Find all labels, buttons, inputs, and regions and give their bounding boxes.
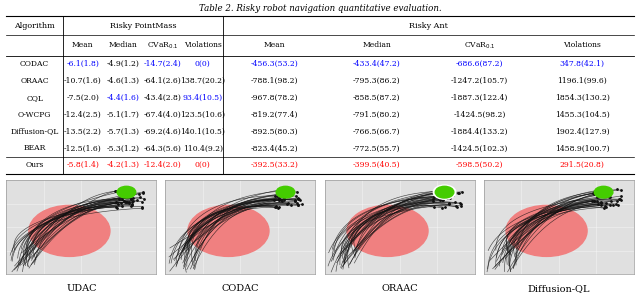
Text: -772.5(55.7): -772.5(55.7) [353,144,401,152]
Text: -433.4(47.2): -433.4(47.2) [353,60,401,68]
Circle shape [117,186,136,198]
Text: -1884.4(133.2): -1884.4(133.2) [451,127,508,135]
Text: -392.5(33.2): -392.5(33.2) [250,161,298,169]
Text: Risky PointMass: Risky PointMass [109,22,176,30]
Text: O-WCPG: O-WCPG [18,111,51,119]
Text: -12.4(2.5): -12.4(2.5) [64,111,102,119]
Text: Median: Median [362,42,391,50]
Text: -456.3(53.2): -456.3(53.2) [250,60,298,68]
Text: Violations: Violations [184,42,221,50]
Text: Ours: Ours [26,161,44,169]
Text: -819.2(77.4): -819.2(77.4) [250,111,298,119]
Text: Diffusion-QL: Diffusion-QL [527,284,590,293]
Text: UDAC: UDAC [66,284,97,293]
Text: -69.2(4.6): -69.2(4.6) [144,127,182,135]
Text: 291.5(20.8): 291.5(20.8) [560,161,605,169]
Text: CVaR$_{0.1}$: CVaR$_{0.1}$ [464,40,495,51]
Text: 1854.3(130.2): 1854.3(130.2) [555,94,610,102]
Text: -4.2(1.3): -4.2(1.3) [106,161,140,169]
Text: BEAR: BEAR [24,144,46,152]
Text: -399.5(40.5): -399.5(40.5) [353,161,401,169]
Text: 138.7(20.2): 138.7(20.2) [180,77,225,85]
Circle shape [347,205,428,256]
Text: Diffusion-QL: Diffusion-QL [10,127,59,135]
Text: Violations: Violations [563,42,601,50]
Text: -10.7(1.6): -10.7(1.6) [64,77,102,85]
Text: -43.4(2.8): -43.4(2.8) [144,94,182,102]
Text: Algorithm: Algorithm [14,22,55,30]
Text: -13.5(2.2): -13.5(2.2) [64,127,102,135]
Text: -5.3(1.2): -5.3(1.2) [106,144,140,152]
Text: ORAAC: ORAAC [381,284,418,293]
Text: -795.3(86.2): -795.3(86.2) [353,77,401,85]
Text: 347.8(42.1): 347.8(42.1) [560,60,605,68]
Text: -892.5(80.3): -892.5(80.3) [250,127,298,135]
Text: Mean: Mean [72,42,93,50]
Circle shape [595,186,613,198]
Text: -823.4(45.2): -823.4(45.2) [250,144,298,152]
Text: 123.5(10.6): 123.5(10.6) [180,111,225,119]
Text: Table 2. Risky robot navigation quantitative evaluation.: Table 2. Risky robot navigation quantita… [198,4,442,13]
Text: -6.1(1.8): -6.1(1.8) [67,60,99,68]
Text: -67.4(4.0): -67.4(4.0) [144,111,182,119]
Text: -766.5(66.7): -766.5(66.7) [353,127,401,135]
Text: -64.3(5.6): -64.3(5.6) [144,144,182,152]
Text: -791.5(80.2): -791.5(80.2) [353,111,401,119]
Text: -4.9(1.2): -4.9(1.2) [106,60,140,68]
Text: Mean: Mean [263,42,285,50]
Text: 0(0): 0(0) [195,161,211,169]
Text: -686.6(87.2): -686.6(87.2) [456,60,503,68]
Text: CVaR$_{0.1}$: CVaR$_{0.1}$ [147,40,179,51]
Text: ORAAC: ORAAC [20,77,49,85]
Circle shape [433,185,456,199]
Text: 93.4(10.5): 93.4(10.5) [183,94,223,102]
Text: -4.4(1.6): -4.4(1.6) [106,94,140,102]
Text: CODAC: CODAC [221,284,259,293]
Text: -5.8(1.4): -5.8(1.4) [67,161,99,169]
Text: CODAC: CODAC [20,60,49,68]
Text: 1902.4(127.9): 1902.4(127.9) [555,127,609,135]
Circle shape [506,205,587,256]
Text: 1458.9(100.7): 1458.9(100.7) [555,144,609,152]
Text: 1455.3(104.5): 1455.3(104.5) [555,111,610,119]
Text: 0(0): 0(0) [195,60,211,68]
Circle shape [435,186,454,198]
Text: CQL: CQL [26,94,43,102]
Text: -12.5(1.6): -12.5(1.6) [64,144,102,152]
Circle shape [276,186,295,198]
Text: Risky Ant: Risky Ant [409,22,447,30]
Circle shape [188,205,269,256]
Text: -12.4(2.0): -12.4(2.0) [144,161,182,169]
Text: 1196.1(99.6): 1196.1(99.6) [557,77,607,85]
Text: -967.8(78.2): -967.8(78.2) [250,94,298,102]
Text: 110.4(9.2): 110.4(9.2) [183,144,223,152]
Text: -4.6(1.3): -4.6(1.3) [106,77,140,85]
Text: 140.1(10.5): 140.1(10.5) [180,127,225,135]
Text: -1424.5(102.3): -1424.5(102.3) [451,144,508,152]
Text: -64.1(2.6): -64.1(2.6) [144,77,182,85]
Text: -14.7(2.4): -14.7(2.4) [144,60,182,68]
Text: -598.5(50.2): -598.5(50.2) [456,161,503,169]
Circle shape [29,205,110,256]
Text: -788.1(98.2): -788.1(98.2) [250,77,298,85]
Text: -1424.5(98.2): -1424.5(98.2) [453,111,506,119]
Text: -5.7(1.3): -5.7(1.3) [106,127,140,135]
Text: -1247.2(105.7): -1247.2(105.7) [451,77,508,85]
Text: -1887.3(122.4): -1887.3(122.4) [451,94,508,102]
Text: -5.1(1.7): -5.1(1.7) [106,111,140,119]
Text: Median: Median [108,42,137,50]
Text: -7.5(2.0): -7.5(2.0) [67,94,99,102]
Text: -858.5(87.2): -858.5(87.2) [353,94,401,102]
